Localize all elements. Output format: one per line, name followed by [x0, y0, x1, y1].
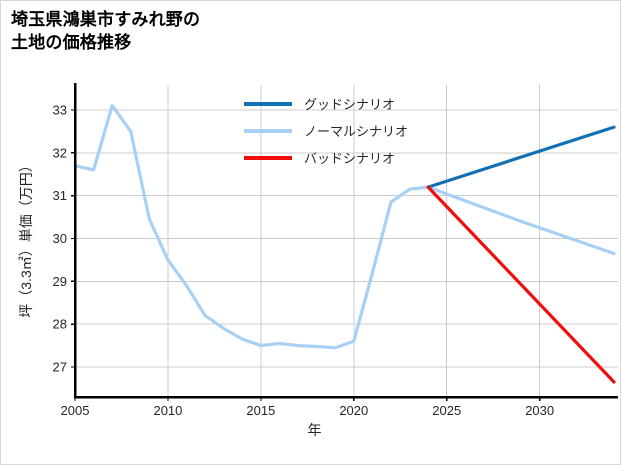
- y-axis-title: 坪（3.3㎡）単価（万円）: [18, 158, 34, 317]
- x-tick-label: 2020: [339, 403, 368, 418]
- x-tick-label: 2015: [246, 403, 275, 418]
- y-tick-label: 32: [53, 145, 67, 160]
- legend-label-0: グッドシナリオ: [304, 97, 395, 112]
- axis-group: [71, 83, 618, 401]
- tick-labels: 27 28 29 30 31 32 33 2005 2010 2015 2020 2025 2030: [53, 102, 555, 418]
- series-line-バッドシナリオ: [426, 185, 616, 384]
- legend-label-1: ノーマルシナリオ: [304, 124, 408, 139]
- series-group: [73, 104, 616, 384]
- legend-label-2: バッドシナリオ: [304, 151, 395, 166]
- y-tick-label: 28: [53, 317, 67, 332]
- y-tick-label: 29: [53, 274, 67, 289]
- y-tick-label: 27: [53, 360, 67, 375]
- series-line-グッドシナリオ: [426, 125, 616, 189]
- axis-titles: 年 坪（3.3㎡）単価（万円）: [18, 158, 322, 438]
- y-tick-label: 33: [53, 102, 67, 117]
- page-title: 埼玉県鴻巣市すみれ野の 土地の価格推移: [11, 10, 201, 52]
- series-line-ノーマルシナリオ: [73, 104, 616, 350]
- x-tick-label: 2005: [61, 403, 90, 418]
- x-axis-title: 年: [308, 422, 322, 438]
- x-tick-label: 2010: [153, 403, 182, 418]
- x-tick-label: 2030: [525, 403, 554, 418]
- y-tick-label: 31: [53, 188, 67, 203]
- y-tick-label: 30: [53, 231, 67, 246]
- x-tick-label: 2025: [432, 403, 461, 418]
